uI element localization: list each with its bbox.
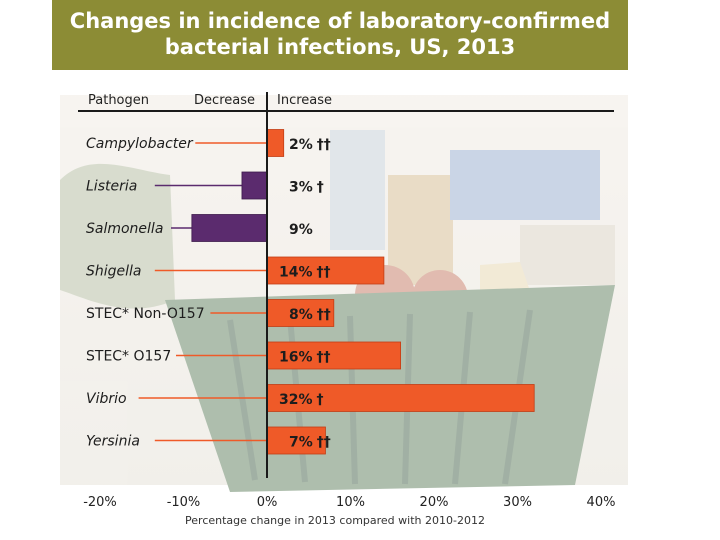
decrease-column-header: Decrease: [194, 93, 255, 108]
significance-mark-yersinia: ††: [317, 435, 331, 451]
value-label-stec-o157: 16% ††: [279, 350, 331, 366]
x-tick-label-40: 40%: [587, 495, 616, 510]
bar-row-yersinia: Yersinia 7% ††: [86, 426, 331, 455]
significance-mark-stec-o157: ††: [317, 350, 331, 366]
x-tick-label-neg20: -20%: [83, 495, 117, 510]
basket-background-image: [60, 95, 628, 492]
category-label-shigella: Shigella: [86, 264, 142, 280]
category-label-vibrio: Vibrio: [86, 391, 127, 407]
x-tick-label-0: 0%: [257, 495, 278, 510]
bar-row-shigella: Shigella 14% ††: [86, 256, 385, 285]
x-tick-label-neg10: -10%: [167, 495, 201, 510]
x-axis: -20% -10% 0% 10% 20% 30% 40%: [83, 92, 615, 510]
significance-mark-shigella: ††: [317, 265, 331, 281]
bar-yersinia: [266, 426, 326, 455]
significance-mark-stec-non-o157: ††: [317, 307, 331, 323]
bar-row-stec-o157: STEC* O157 16% ††: [86, 341, 402, 370]
value-label-stec-non-o157: 8% ††: [289, 307, 331, 323]
significance-mark-vibrio: †: [317, 392, 324, 408]
x-tick-label-20: 20%: [420, 495, 449, 510]
bar-row-salmonella: Salmonella 9%: [86, 214, 313, 242]
significance-mark-campylobacter: ††: [317, 137, 331, 153]
bar-salmonella: [191, 214, 268, 242]
category-label-stec-non-o157: STEC* Non-O157: [86, 306, 205, 322]
category-label-listeria: Listeria: [86, 179, 137, 195]
value-label-vibrio: 32% †: [279, 392, 324, 408]
value-label-shigella: 14% ††: [279, 265, 331, 281]
x-axis-label: Percentage change in 2013 compared with …: [185, 514, 485, 527]
category-label-stec-o157: STEC* O157: [86, 349, 171, 365]
chart-title-line-2: bacterial infections, US, 2013: [164, 35, 516, 59]
bar-rows: Campylobacter 2% †† Listeria 3% † Salmonella 9%…: [86, 129, 535, 455]
bar-row-vibrio: Vibrio 32% †: [86, 384, 535, 412]
bar-stec-o157: [266, 341, 402, 370]
x-tick-label-10: 10%: [336, 495, 365, 510]
bar-shigella: [266, 256, 385, 285]
bar-listeria: [241, 171, 268, 200]
value-label-yersinia: 7% ††: [289, 435, 331, 451]
bar-row-campylobacter: Campylobacter 2% ††: [86, 129, 331, 157]
category-label-salmonella: Salmonella: [86, 221, 163, 237]
category-label-yersinia: Yersinia: [86, 434, 140, 450]
bar-row-stec-non-o157: STEC* Non-O157 8% ††: [86, 299, 335, 327]
category-label-campylobacter: Campylobacter: [86, 136, 194, 152]
value-label-campylobacter: 2% ††: [289, 137, 331, 153]
value-label-listeria: 3% †: [289, 180, 324, 196]
bar-campylobacter: [266, 129, 285, 157]
value-label-salmonella: 9%: [289, 222, 313, 238]
bar-vibrio: [266, 384, 535, 412]
x-tick-label-30: 30%: [503, 495, 532, 510]
pathogen-column-header: Pathogen: [88, 93, 149, 108]
significance-mark-listeria: †: [317, 180, 324, 196]
increase-column-header: Increase: [277, 93, 332, 108]
chart-title-line-1: Changes in incidence of laboratory-confi…: [69, 9, 611, 33]
chart-title-band: Changes in incidence of laboratory-confi…: [52, 0, 628, 70]
